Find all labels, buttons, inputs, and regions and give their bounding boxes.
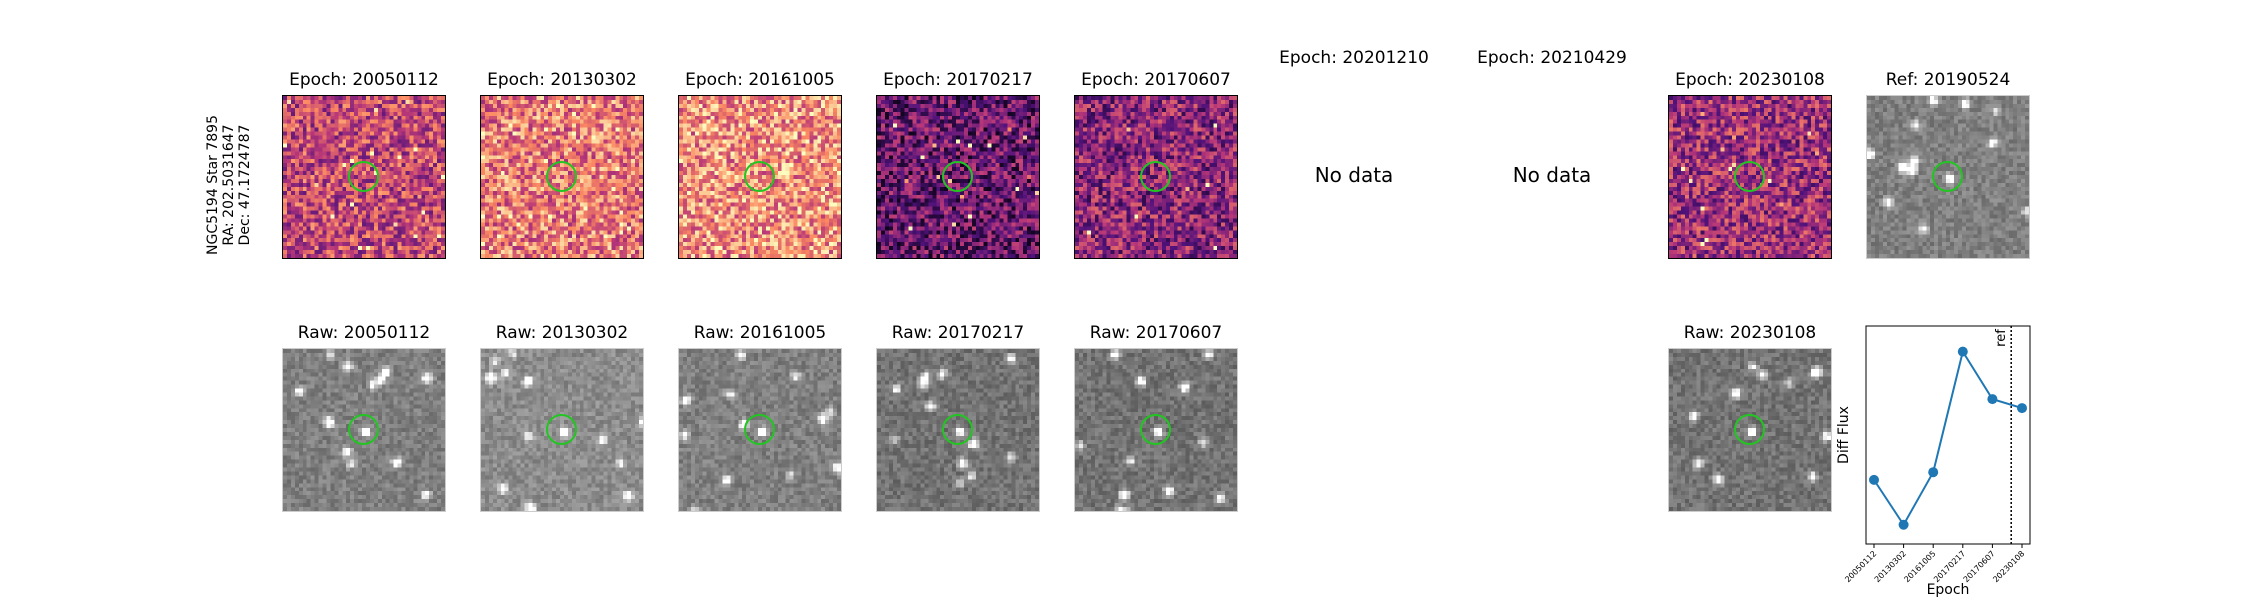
target-circle bbox=[942, 414, 973, 445]
target-circle bbox=[1734, 161, 1765, 192]
raw-title-3: Raw: 20161005 bbox=[693, 323, 827, 343]
no-data-20201210: No data bbox=[1314, 163, 1394, 187]
diff-flux-chart: 2005011220130302201610052017021720170607… bbox=[1836, 325, 2031, 598]
data-point bbox=[1869, 474, 1879, 485]
raw-title-4: Raw: 20170217 bbox=[891, 323, 1025, 343]
target-circle bbox=[1140, 414, 1171, 445]
diff-flux-line bbox=[1873, 349, 2023, 527]
data-point bbox=[1987, 394, 1998, 405]
target-circle bbox=[1734, 414, 1765, 445]
plot-frame bbox=[1865, 325, 2031, 545]
data-point bbox=[1928, 467, 1939, 478]
diff-image-20130302 bbox=[480, 95, 644, 259]
raw-title-1: Raw: 20050112 bbox=[297, 323, 431, 343]
diff-image-20230108 bbox=[1668, 95, 1832, 259]
data-point bbox=[2017, 403, 2027, 414]
diff-image-20170607 bbox=[1074, 95, 1238, 259]
raw-title-2: Raw: 20130302 bbox=[495, 323, 629, 343]
data-point bbox=[1898, 519, 1909, 530]
diff-title-5: Epoch: 20170607 bbox=[1081, 70, 1231, 90]
diff-title-8: Epoch: 20230108 bbox=[1675, 70, 1825, 90]
diff-title-2: Epoch: 20130302 bbox=[487, 70, 637, 90]
diff-title-7: Epoch: 20210429 bbox=[1477, 48, 1627, 68]
diff-image-20161005 bbox=[678, 95, 842, 259]
x-axis-label: Epoch bbox=[1927, 582, 1970, 598]
target-circle bbox=[348, 414, 379, 445]
plot-marks: 2005011220130302201610052017021720170607… bbox=[1843, 326, 2027, 584]
y-axis-label: Diff Flux bbox=[1836, 406, 1852, 464]
target-name: NGC5194 Star 7895 bbox=[205, 115, 221, 255]
target-ra: RA: 202.5031647 bbox=[221, 124, 237, 246]
target-circle bbox=[744, 161, 775, 192]
raw-image-20050112 bbox=[282, 348, 446, 512]
data-point bbox=[1957, 346, 1968, 357]
ref-line-label: ref bbox=[1994, 329, 2009, 347]
raw-image-20170607 bbox=[1074, 348, 1238, 512]
target-circle bbox=[1140, 161, 1171, 192]
target-circle bbox=[546, 161, 577, 192]
diff-title-4: Epoch: 20170217 bbox=[883, 70, 1033, 90]
target-circle bbox=[546, 414, 577, 445]
raw-title-6: Raw: 20230108 bbox=[1683, 323, 1817, 343]
target-circle bbox=[1932, 161, 1963, 192]
diff-image-20050112 bbox=[282, 95, 446, 259]
target-dec: Dec: 47.1724787 bbox=[237, 124, 253, 246]
diff-image-20170217 bbox=[876, 95, 1040, 259]
diff-title-1: Epoch: 20050112 bbox=[289, 70, 439, 90]
target-circle bbox=[348, 161, 379, 192]
target-circle bbox=[942, 161, 973, 192]
raw-image-20130302 bbox=[480, 348, 644, 512]
diff-title-3: Epoch: 20161005 bbox=[685, 70, 835, 90]
raw-title-5: Raw: 20170607 bbox=[1089, 323, 1223, 343]
x-tick-label: 20230108 bbox=[1991, 549, 2026, 584]
ref-title: Ref: 20190524 bbox=[1885, 70, 2011, 90]
raw-image-20170217 bbox=[876, 348, 1040, 512]
target-circle bbox=[744, 414, 775, 445]
no-data-20210429: No data bbox=[1512, 163, 1592, 187]
raw-image-20230108 bbox=[1668, 348, 1832, 512]
raw-image-20161005 bbox=[678, 348, 842, 512]
diff-title-6: Epoch: 20201210 bbox=[1279, 48, 1429, 68]
ref-image-20190524 bbox=[1866, 95, 2030, 259]
